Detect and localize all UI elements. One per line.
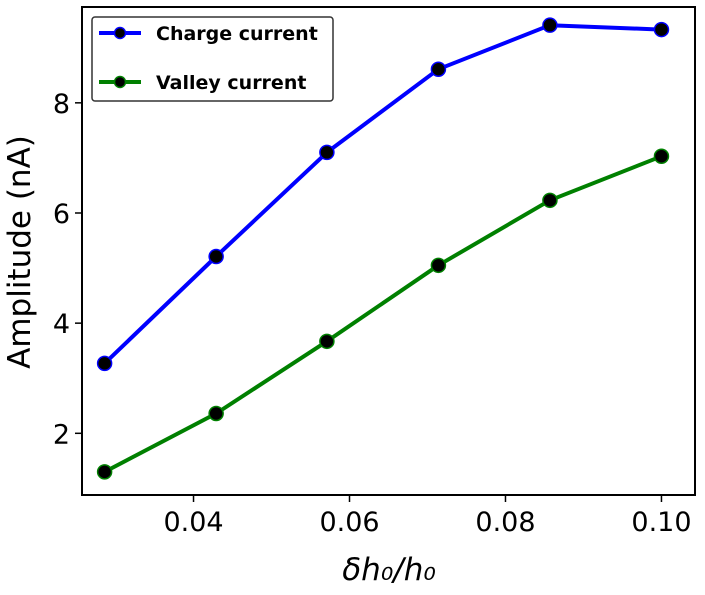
y-tick-label: 2 (53, 419, 70, 450)
data-point-charge-current (430, 61, 447, 77)
y-tick-label: 4 (53, 309, 70, 340)
legend-box (91, 16, 334, 102)
data-point-valley-current (653, 148, 670, 165)
y-axis-label: Amplitude (nA) (2, 135, 38, 369)
legend-label-charge-current: Charge current (156, 23, 318, 45)
data-point-valley-current (208, 405, 224, 422)
data-point-valley-current (96, 464, 113, 480)
data-point-charge-current (208, 248, 224, 265)
series-line-valley-current (103, 154, 663, 474)
data-point-valley-current (430, 257, 447, 274)
x-axis-label: δh₀/h₀ (342, 552, 436, 588)
data-point-valley-current (319, 333, 335, 350)
series-layer (96, 17, 670, 480)
legend: Charge current Valley current (91, 16, 334, 102)
x-tick-label: 0.06 (319, 507, 379, 538)
plot-frame (81, 6, 696, 496)
legend-marker-charge-current (113, 26, 127, 40)
x-tick-label: 0.10 (631, 507, 691, 538)
data-point-charge-current (319, 144, 335, 161)
legend-marker-valley-current (113, 75, 127, 89)
x-tick-label: 0.08 (475, 507, 535, 538)
y-tick-label: 8 (53, 89, 70, 120)
data-point-charge-current (542, 17, 558, 33)
data-point-charge-current (96, 355, 113, 372)
series-line-charge-current (103, 23, 662, 365)
y-tick-label: 6 (53, 199, 70, 230)
x-tick-label: 0.04 (163, 507, 223, 538)
ticks-layer: 0.04 0.06 0.08 0.10 2 4 6 8 (53, 89, 692, 538)
data-point-charge-current (653, 21, 670, 38)
data-point-valley-current (542, 192, 558, 209)
legend-label-valley-current: Valley current (156, 72, 306, 94)
